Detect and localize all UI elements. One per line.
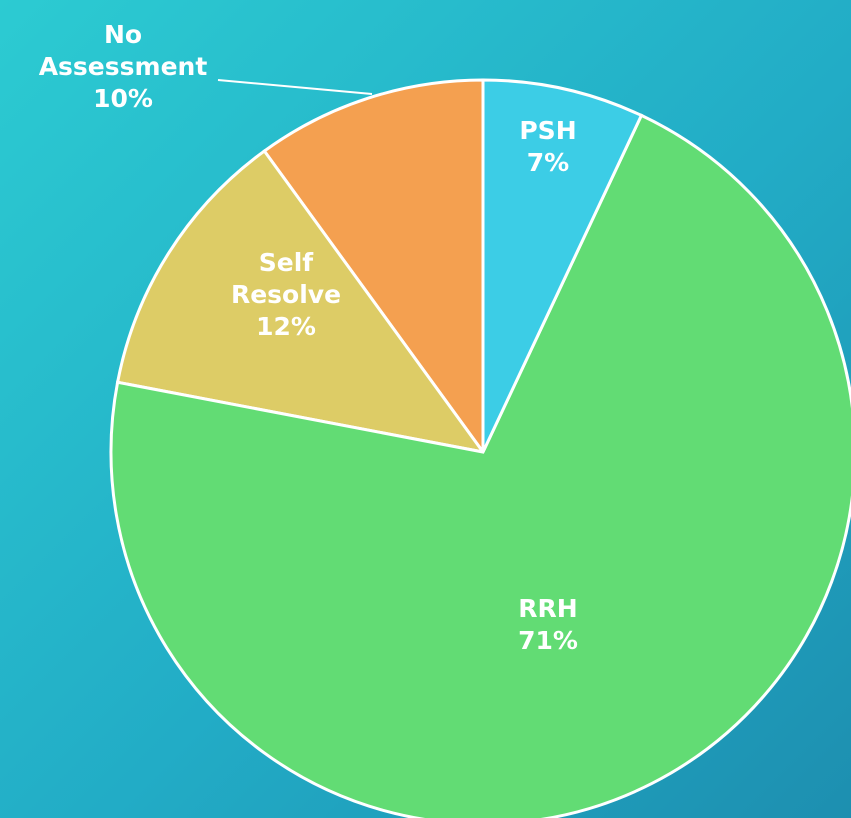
category-name: PSH: [519, 116, 577, 145]
slice-label: PSH 7%: [488, 115, 608, 179]
pie-slice: [115, 148, 487, 455]
slice-label: RRH 71%: [488, 593, 608, 657]
value-label: 10%: [93, 84, 153, 113]
leader-line: [217, 79, 373, 95]
category-name: Self Resolve: [230, 248, 342, 309]
pie-slice: [109, 113, 851, 818]
value-label: 7%: [526, 148, 570, 177]
slice-label: Self Resolve 12%: [221, 247, 351, 343]
value-label: 71%: [518, 626, 578, 655]
category-name: RRH: [518, 594, 578, 623]
pie-slice: [481, 78, 644, 453]
category-name: No Assessment: [38, 20, 208, 81]
slice-label: No Assessment 10%: [28, 19, 218, 115]
value-label: 12%: [256, 312, 316, 341]
pie-slice: [262, 78, 485, 457]
